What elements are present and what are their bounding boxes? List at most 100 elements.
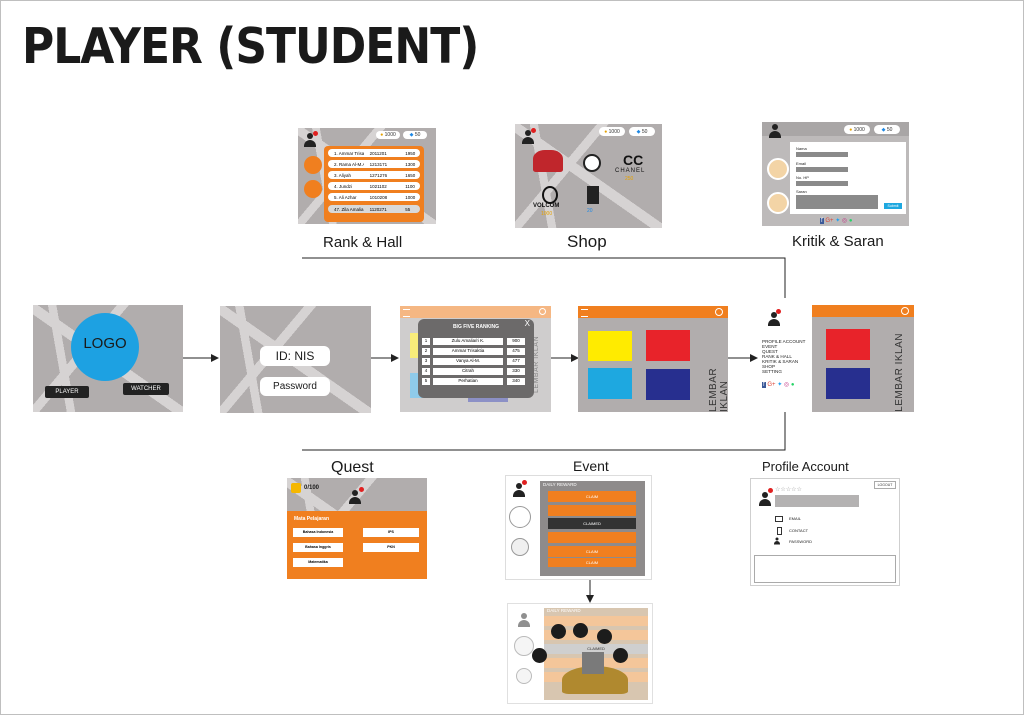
search-icon[interactable] (715, 308, 723, 316)
subject-button[interactable]: Bahasa Inggris (293, 543, 343, 552)
menu-item-event[interactable]: EVENT (762, 344, 778, 349)
logout-button[interactable]: LOGOUT (874, 481, 896, 489)
reward-item[interactable] (548, 532, 636, 543)
menu-icon[interactable] (581, 309, 588, 317)
avatar-icon[interactable] (767, 123, 783, 139)
menu-item-setting[interactable]: SETTING (762, 369, 782, 374)
avatar-icon[interactable] (520, 129, 536, 145)
field-label: Email (796, 161, 807, 166)
tile-red[interactable] (646, 330, 690, 361)
reward-item-claimed: CLAIMED (548, 518, 636, 529)
avatar-icon[interactable] (516, 612, 532, 628)
player-button[interactable]: PLAYER (45, 386, 89, 398)
notification-dot (776, 309, 781, 314)
avatar-icon[interactable] (757, 491, 773, 507)
search-icon[interactable] (539, 308, 546, 315)
avatar-icon[interactable] (347, 489, 363, 505)
tile-navy[interactable] (646, 369, 690, 400)
gem-counter: ◆ 50 (629, 127, 655, 136)
close-icon[interactable]: X (524, 319, 530, 328)
name-field[interactable] (796, 152, 848, 157)
label-shop: Shop (567, 232, 607, 251)
rank-row: 4. Jundzi 1021102 1100 (328, 182, 420, 190)
coin-counter: ● 1000 (376, 131, 400, 139)
reward-item[interactable]: CLAIM (548, 491, 636, 502)
shop-screen: ● 1000 ◆ 50 CC CHANEL VOLCOM 1000 250 20 (515, 124, 662, 228)
subject-button[interactable]: Bahasa Indonesia (293, 528, 343, 537)
email-field[interactable] (796, 167, 848, 172)
gem-value: 50 (641, 128, 648, 135)
instagram-icon[interactable]: ◎ (783, 382, 790, 388)
submit-button[interactable]: Submit (884, 203, 902, 209)
shop-brand-chanel: CHANEL (615, 168, 646, 174)
reward-item[interactable]: CLAIM (548, 546, 636, 557)
menu-item-quest[interactable]: QUEST (762, 349, 778, 354)
shop-item-phone-icon[interactable] (587, 186, 599, 204)
shop-item-bike-icon[interactable] (583, 154, 601, 172)
menu-item-shop[interactable]: SHOP (762, 364, 776, 369)
watcher-button[interactable]: WATCHER (123, 383, 169, 395)
twitter-icon[interactable]: ✦ (777, 382, 783, 388)
drag-point (551, 624, 566, 639)
field-label: No. HP (796, 175, 809, 180)
box-tab-icon[interactable] (511, 538, 529, 556)
saran-textarea[interactable] (796, 195, 878, 209)
facebook-icon[interactable]: f (762, 382, 766, 388)
box-tab-icon[interactable] (516, 668, 532, 684)
menu-icon[interactable] (403, 309, 410, 317)
menu-item-profile[interactable]: PROFILE ACCOUNT (762, 339, 806, 344)
field-label: Saran (796, 189, 807, 194)
avatar-icon[interactable] (302, 132, 318, 148)
shop-item-volcom-icon[interactable] (542, 186, 558, 204)
search-icon[interactable] (901, 307, 909, 315)
ad-banner[interactable]: LEMBAR IKLAN (708, 367, 728, 412)
reward-background: DAILY REWARD CLAIMED (544, 608, 648, 700)
tile-cyan[interactable] (588, 368, 632, 399)
google-icon[interactable]: G+ (825, 218, 834, 224)
gift-tab-icon[interactable] (509, 506, 531, 528)
kritik-badge-icon[interactable] (767, 192, 789, 214)
drag-point (597, 629, 612, 644)
reward-item[interactable]: CLAIM (548, 558, 636, 567)
avatar-icon[interactable] (766, 311, 782, 327)
google-icon[interactable]: G+ (767, 382, 776, 388)
ranking-title: BIG FIVE RANKING (452, 324, 500, 330)
subject-button[interactable]: PKN (363, 543, 419, 552)
twitter-icon[interactable]: ✦ (835, 218, 841, 224)
shop-item-chanel-icon[interactable]: CC (623, 152, 644, 168)
ad-banner[interactable]: LEMBAR IKLAN (894, 333, 905, 412)
kritik-hall-icon[interactable] (767, 158, 789, 180)
id-field[interactable]: ID: NIS (260, 346, 330, 366)
logo-circle (71, 313, 139, 381)
password-label[interactable]: PASSWORD (789, 539, 813, 544)
whatsapp-icon[interactable]: ● (848, 218, 853, 224)
shop-item-dragon-icon[interactable] (533, 150, 563, 172)
gem-counter: ◆ 50 (403, 131, 427, 139)
rank-row: 2. Rama Al-M.Ayi12131711300 (328, 160, 420, 168)
tab-hall-icon[interactable] (304, 156, 322, 174)
contact-label[interactable]: CONTACT (789, 528, 809, 533)
menu-item-rank[interactable]: RANK & HALL (762, 354, 792, 359)
avatar-icon[interactable] (511, 482, 527, 498)
drag-point (573, 623, 588, 638)
subject-button[interactable]: IPS (363, 528, 419, 537)
home-top-bar (578, 306, 728, 318)
whatsapp-icon[interactable]: ● (790, 382, 795, 388)
phone-field[interactable] (796, 181, 848, 186)
tab-globe-icon[interactable] (304, 180, 322, 198)
reward-item[interactable] (548, 505, 636, 516)
instagram-icon[interactable]: ◎ (841, 218, 848, 224)
subject-button[interactable]: Matematika (293, 558, 343, 567)
tile-yellow[interactable] (588, 331, 632, 361)
menu-item-kritik[interactable]: KRITIK & SARAN (762, 359, 799, 364)
facebook-icon[interactable]: f (820, 218, 824, 224)
email-label[interactable]: EMAIL (789, 516, 802, 521)
gift-tab-icon[interactable] (514, 636, 534, 656)
ranking-row: 3 Vanya Al-M. 477 (422, 358, 530, 366)
ranking-row: 4 Citrah 330 (422, 368, 530, 376)
notification-dot (522, 480, 527, 485)
drag-point (613, 648, 628, 663)
password-field[interactable]: Password (260, 377, 330, 396)
notification-dot (359, 487, 364, 492)
